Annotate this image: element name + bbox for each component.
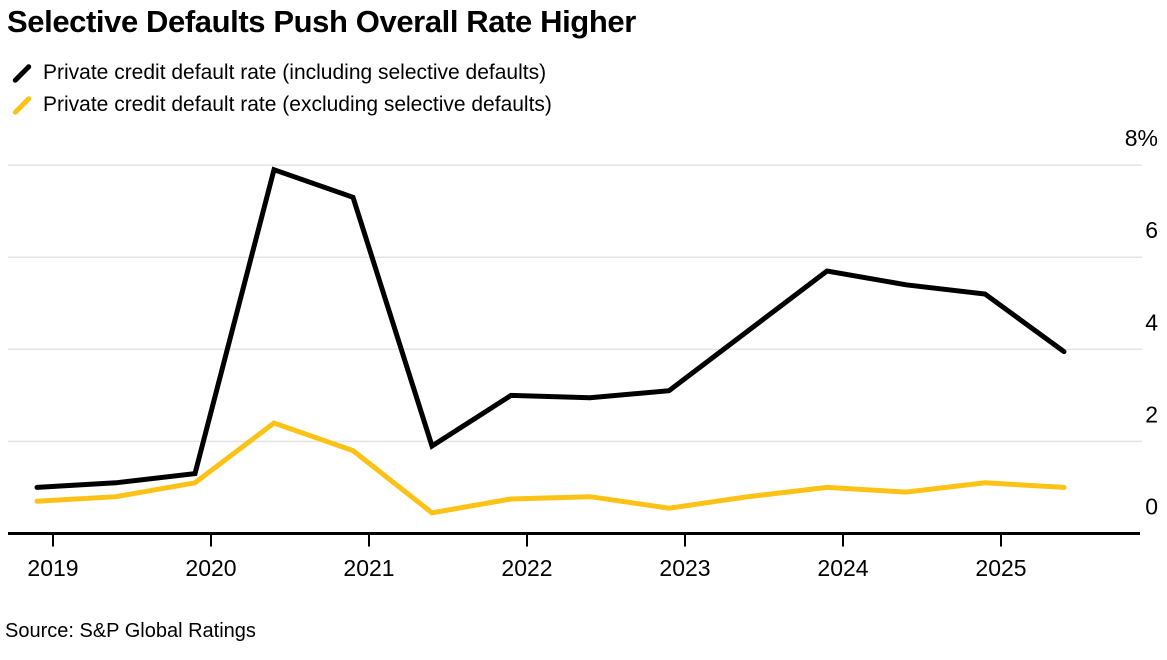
chart-title: Selective Defaults Push Overall Rate Hig… (7, 4, 636, 39)
x-axis-label-2023: 2023 (659, 555, 710, 581)
legend-label-including: Private credit default rate (including s… (43, 61, 547, 84)
y-axis-label-2: 2 (1145, 401, 1158, 427)
x-axis-label-2021: 2021 (343, 555, 394, 581)
legend-item-including: Private credit default rate (including s… (8, 57, 552, 89)
series-line-including-selective-defaults (34, 166, 1067, 490)
y-axis-label-0: 0 (1145, 494, 1158, 520)
x-axis-label-2024: 2024 (817, 555, 868, 581)
legend: Private credit default rate (including s… (8, 57, 552, 121)
legend-item-excluding: Private credit default rate (excluding s… (8, 89, 552, 121)
series-line-excluding-selective-defaults (34, 420, 1067, 516)
y-axis-label-6: 6 (1145, 217, 1158, 243)
x-axis-label-2025: 2025 (975, 555, 1026, 581)
y-axis-label-8: 8% (1125, 125, 1158, 151)
source-note: Source: S&P Global Ratings (5, 620, 256, 642)
x-axis-label-2019: 2019 (27, 555, 78, 581)
x-axis-label-2022: 2022 (501, 555, 552, 581)
x-axis-label-2020: 2020 (185, 555, 236, 581)
legend-label-excluding: Private credit default rate (excluding s… (43, 93, 552, 116)
y-axis-label-4: 4 (1145, 309, 1158, 335)
